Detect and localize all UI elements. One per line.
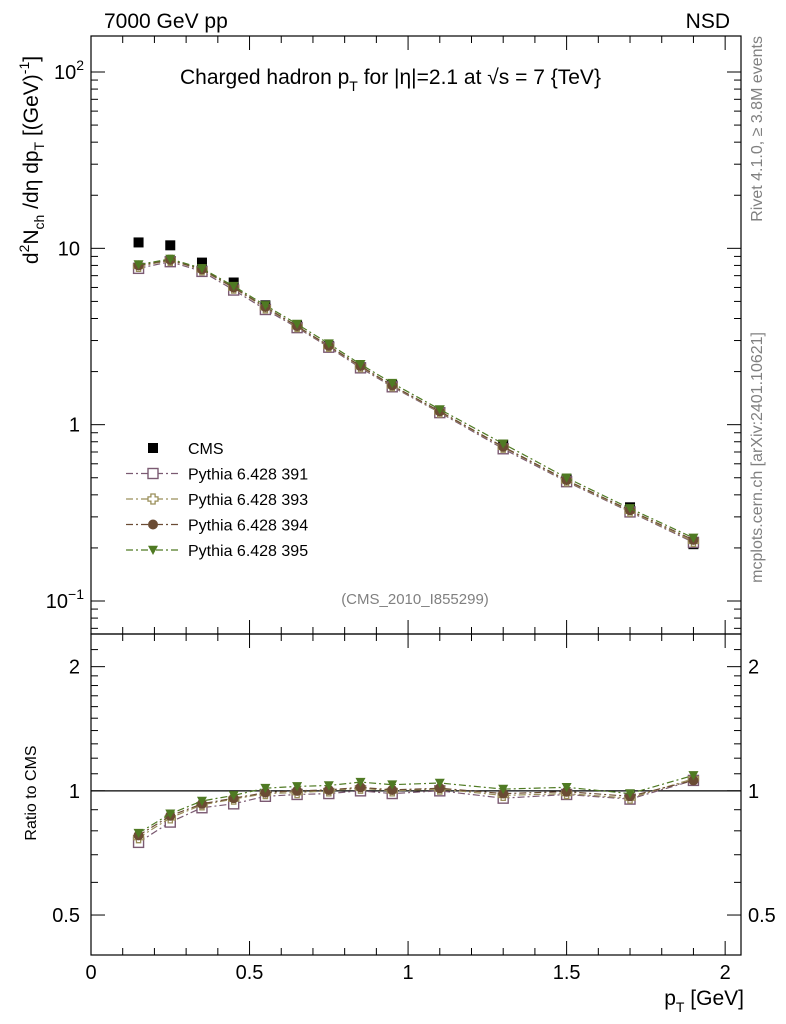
ratio-data-point [387,780,398,790]
data-point [165,254,176,264]
ratio-data-point [434,783,445,794]
legend-label: Pythia 6.428 391 [188,467,308,484]
series-line [138,258,694,539]
ratio-data-point [292,782,303,792]
x-tick-label: 1.5 [553,962,581,984]
ratio-y-tick-label-right: 2 [748,657,759,679]
ratio-series-line [138,778,694,839]
ratio-data-point [133,828,144,839]
ratio-series-line [138,774,694,834]
ratio-y-axis-label: Ratio to CMS [23,745,40,840]
series-line [138,259,694,541]
data-point [498,439,509,449]
ratio-series-line [138,779,694,836]
x-tick-label: 0.5 [236,962,264,984]
legend-label: CMS [188,441,224,458]
ratio-data-point [260,783,271,794]
data-point [323,339,334,349]
chart-title: Charged hadron pT for |η|=2.1 at √s = 7 … [180,66,601,94]
x-tick-label: 0 [85,962,96,984]
ratio-data-point [196,796,207,806]
data-point [355,360,366,370]
legend-marker [147,467,159,480]
rivet-version-label: Rivet 4.1.0, ≥ 3.8M events [749,36,766,222]
ratio-y-tick-label: 0.5 [52,905,80,927]
data-point [387,378,398,389]
ratio-data-point [434,778,445,788]
ratio-y-tick-label-right: 1 [748,781,759,803]
data-point [196,264,207,274]
y-tick-label: 1 [69,415,80,437]
y-tick-label: 102 [54,57,84,84]
main-y-axis-label: d2Nch /dη dpT [(GeV)-1] [16,56,47,264]
data-point [165,240,176,251]
legend-marker [148,443,158,453]
data-point [133,260,144,270]
legend-marker [148,519,158,530]
ratio-y-tick-label: 2 [69,657,80,679]
analysis-id-label: (CMS_2010_I855299) [341,591,489,608]
legend-marker [148,545,158,555]
legend-label: Pythia 6.428 393 [188,492,308,509]
data-point [133,237,144,248]
ratio-data-point [498,784,509,795]
data-point [292,319,303,330]
mcplots-label: mcplots.cern.ch [arXiv:2401.10621] [749,332,766,583]
ratio-y-tick-label: 1 [69,781,80,803]
ratio-data-point [625,789,636,799]
ratio-data-point [228,791,239,801]
data-point [260,301,271,311]
legend-label: Pythia 6.428 395 [188,543,308,560]
data-point [688,533,699,543]
ratio-data-point [561,783,572,793]
ratio-plot-frame [90,633,742,956]
legend-marker [147,493,159,505]
ratio-data-point [355,777,366,788]
y-tick-label: 10−1 [46,586,84,613]
y-tick-label: 10 [58,238,80,260]
ratio-data-point [355,782,366,793]
x-tick-label: 1 [403,962,414,984]
energy-label: 7000 GeV pp [104,10,228,33]
ratio-data-point [323,781,334,791]
legend: CMS Pythia 6.428 391 Pythia 6.428 393 Pythi… [126,441,308,560]
data-point [228,281,239,292]
data-point [196,257,207,268]
process-label: NSD [686,10,730,33]
data-point [561,473,572,483]
data-point [625,504,636,514]
data-point [434,405,445,415]
legend-label: Pythia 6.428 394 [188,518,308,535]
x-tick-label: 2 [720,962,731,984]
ratio-plot-area: 2 2 1 1 0.5 0.5 0 0.5 1 1.5 2 [52,633,776,984]
ratio-data-point [688,771,699,781]
x-axis-label: pT [GeV] [664,987,744,1015]
ratio-y-tick-label-right: 0.5 [748,905,776,927]
ratio-data-point [387,784,398,795]
ratio-data-point [165,809,176,819]
main-plot-area: 102 10 1 10−1 [46,35,742,635]
